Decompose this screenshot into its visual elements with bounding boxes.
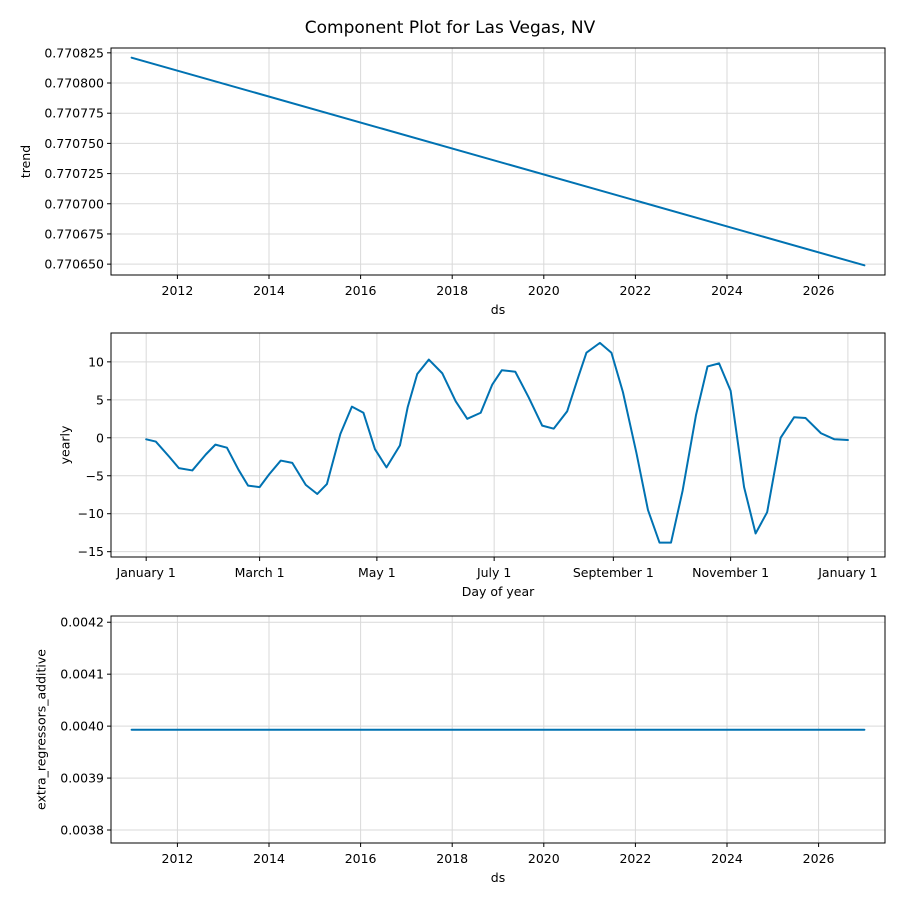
y-axis-label: extra_regressors_additive bbox=[34, 649, 49, 810]
trend-series-line bbox=[130, 56, 866, 267]
x-tick-label: 2018 bbox=[436, 851, 468, 866]
x-tick-label: 2020 bbox=[528, 283, 560, 298]
y-axis-label: yearly bbox=[57, 425, 72, 464]
x-tick-label: 2016 bbox=[345, 851, 377, 866]
x-tick-label: 2018 bbox=[436, 283, 468, 298]
y-tick-label: 0 bbox=[96, 430, 104, 445]
figure-title: Component Plot for Las Vegas, NV bbox=[305, 18, 596, 38]
y-tick-label: 5 bbox=[96, 392, 104, 407]
axes-frame bbox=[110, 332, 886, 558]
x-tick-label: 2022 bbox=[619, 283, 651, 298]
x-tick-label: 2022 bbox=[619, 851, 651, 866]
y-tick-label: 0.770750 bbox=[44, 136, 104, 151]
y-tick-label: 0.770675 bbox=[44, 226, 104, 241]
x-tick-label: 2016 bbox=[345, 283, 377, 298]
yearly-series-line bbox=[145, 341, 849, 544]
y-tick-label: 10 bbox=[88, 354, 104, 369]
x-tick-label: 2026 bbox=[803, 851, 835, 866]
y-tick-label: −10 bbox=[78, 506, 104, 521]
y-tick-label: −5 bbox=[86, 468, 104, 483]
y-tick-label: 0.770800 bbox=[44, 76, 104, 91]
axes-frame bbox=[110, 615, 886, 844]
x-tick-label: March 1 bbox=[235, 565, 285, 580]
x-tick-label: May 1 bbox=[358, 565, 396, 580]
y-tick-label: −15 bbox=[78, 544, 104, 559]
x-tick-label: 2020 bbox=[528, 851, 560, 866]
y-tick-label: 0.770775 bbox=[44, 106, 104, 121]
y-axis-label: trend bbox=[18, 145, 33, 178]
x-axis-label: Day of year bbox=[462, 584, 535, 599]
x-tick-label: 2014 bbox=[253, 851, 285, 866]
x-tick-label: July 1 bbox=[476, 565, 511, 580]
y-tick-label: 0.0038 bbox=[60, 823, 104, 838]
x-tick-label: November 1 bbox=[692, 565, 769, 580]
x-axis-label: ds bbox=[491, 870, 505, 885]
y-tick-label: 0.0041 bbox=[60, 667, 104, 682]
x-tick-label: January 1 bbox=[817, 565, 877, 580]
trend-panel: 2012 2014 2016 2018 2020 2022 2024 2026 0.770650… bbox=[18, 45, 886, 317]
x-tick-label: 2026 bbox=[803, 283, 835, 298]
axes-frame bbox=[110, 47, 886, 276]
x-tick-label: January 1 bbox=[116, 565, 176, 580]
x-axis-label: ds bbox=[491, 302, 505, 317]
x-tick-label: 2012 bbox=[162, 851, 194, 866]
x-tick-label: 2014 bbox=[253, 283, 285, 298]
x-tick-label: September 1 bbox=[573, 565, 654, 580]
extra-regressors-panel: 2012 2014 2016 2018 2020 2022 2024 2026 0.0038 0.… bbox=[34, 615, 886, 885]
x-tick-label: 2012 bbox=[162, 283, 194, 298]
y-tick-label: 0.0042 bbox=[60, 615, 104, 630]
y-tick-label: 0.0040 bbox=[60, 719, 104, 734]
x-tick-label: 2024 bbox=[711, 851, 743, 866]
y-tick-label: 0.770825 bbox=[44, 45, 104, 60]
yearly-panel: January 1 March 1 May 1 July 1 September 1 No… bbox=[57, 332, 886, 599]
y-tick-label: 0.770700 bbox=[44, 196, 104, 211]
y-tick-label: 0.0039 bbox=[60, 771, 104, 786]
x-tick-label: 2024 bbox=[711, 283, 743, 298]
y-tick-label: 0.770725 bbox=[44, 166, 104, 181]
y-tick-label: 0.770650 bbox=[44, 257, 104, 272]
